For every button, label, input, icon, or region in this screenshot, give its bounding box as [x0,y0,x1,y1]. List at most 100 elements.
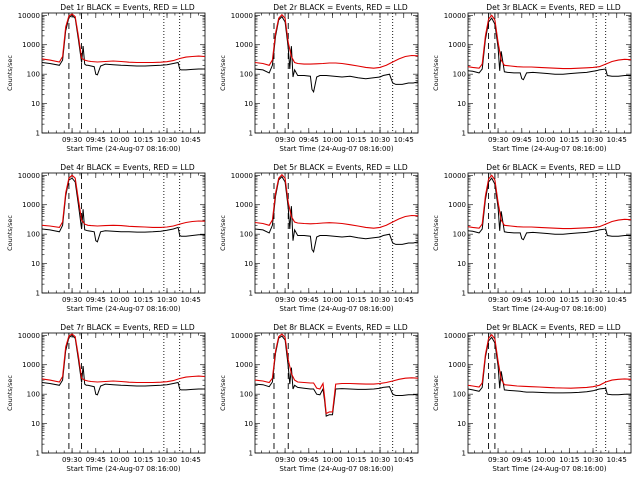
lld-series-line [42,174,205,228]
x-tick-label: 09:45 [512,136,532,144]
x-tick-label: 10:45 [181,296,201,304]
y-tick-label: 10000 [231,172,253,180]
chart-svg: Det 6r BLACK = Events, RED = LLD 1 10 100 10… [432,163,632,313]
x-tick-label: 10:45 [394,136,414,144]
y-tick-label: 1 [462,290,466,298]
chart-svg: Det 8r BLACK = Events, RED = LLD 1 10 100 10… [219,323,419,473]
chart-title: Det 2r BLACK = Events, RED = LLD [273,3,408,12]
y-tick-label: 10 [244,260,253,268]
x-tick-label: 09:45 [299,136,319,144]
plot-frame [41,172,206,294]
plot-frame [41,12,206,134]
x-tick-label: 09:45 [86,296,106,304]
plot-frame [41,332,206,454]
x-axis-label: Start Time (24-Aug-07 08:16:00) [492,145,606,153]
chart-svg: Det 4r BLACK = Events, RED = LLD 1 10 100 10… [6,163,206,313]
y-tick-label: 10 [31,420,40,428]
x-axis-label: Start Time (24-Aug-07 08:16:00) [492,465,606,473]
x-tick-label: 10:45 [607,136,627,144]
y-tick-label: 1000 [235,361,253,369]
y-tick-label: 1 [462,450,466,458]
chart-title: Det 4r BLACK = Events, RED = LLD [60,163,195,172]
y-tick-label: 1000 [448,361,466,369]
x-tick-label: 10:00 [322,136,342,144]
y-tick-label: 1 [462,130,466,138]
x-axis-label: Start Time (24-Aug-07 08:16:00) [279,465,393,473]
y-tick-label: 100 [240,71,253,79]
chart-panel: Det 6r BLACK = Events, RED = LLD 1 10 100 10… [426,160,639,320]
x-axis-label: Start Time (24-Aug-07 08:16:00) [66,145,180,153]
x-tick-label: 10:00 [535,296,555,304]
y-tick-label: 10 [31,260,40,268]
chart-svg: Det 9r BLACK = Events, RED = LLD 1 10 100 10… [432,323,632,473]
x-tick-label: 09:45 [86,136,106,144]
x-tick-label: 10:15 [559,296,579,304]
y-tick-label: 1000 [22,361,40,369]
plot-frame [467,172,632,294]
y-tick-label: 10 [457,100,466,108]
x-tick-label: 10:00 [535,456,555,464]
y-tick-label: 1 [36,450,40,458]
y-tick-label: 10000 [444,332,466,340]
x-axis-label: Start Time (24-Aug-07 08:16:00) [66,305,180,313]
y-tick-label: 1 [36,290,40,298]
y-axis-label: Counts/sec [219,55,227,91]
y-tick-label: 1000 [448,201,466,209]
chart-title: Det 9r BLACK = Events, RED = LLD [486,323,621,332]
y-tick-label: 1000 [22,201,40,209]
x-axis-label: Start Time (24-Aug-07 08:16:00) [492,305,606,313]
chart-svg: Det 1r BLACK = Events, RED = LLD 1 10 100 10… [6,3,206,153]
x-tick-label: 09:45 [299,456,319,464]
y-tick-label: 100 [27,231,40,239]
y-tick-label: 100 [240,231,253,239]
x-tick-label: 10:15 [559,136,579,144]
y-axis-label: Counts/sec [432,55,440,91]
x-tick-label: 09:30 [62,136,82,144]
y-tick-label: 10 [31,100,40,108]
y-tick-label: 100 [453,391,466,399]
x-tick-label: 09:30 [62,296,82,304]
y-tick-label: 10000 [231,332,253,340]
x-tick-label: 10:15 [133,136,153,144]
x-tick-label: 10:00 [109,296,129,304]
x-tick-label: 10:30 [370,136,390,144]
y-axis-label: Counts/sec [6,375,14,411]
events-series-line [42,334,205,396]
chart-title: Det 6r BLACK = Events, RED = LLD [486,163,621,172]
lld-series-line [468,14,631,70]
chart-panel: Det 3r BLACK = Events, RED = LLD 1 10 100 10… [426,0,639,160]
x-tick-label: 10:15 [346,456,366,464]
y-axis-label: Counts/sec [6,215,14,251]
chart-title: Det 7r BLACK = Events, RED = LLD [60,323,195,332]
chart-title: Det 8r BLACK = Events, RED = LLD [273,323,408,332]
x-tick-label: 09:45 [512,296,532,304]
x-tick-label: 10:00 [322,456,342,464]
y-tick-label: 10000 [231,12,253,20]
y-tick-label: 10000 [18,12,40,20]
plot-frame [254,172,419,294]
y-tick-label: 1000 [22,41,40,49]
chart-panel: Det 7r BLACK = Events, RED = LLD 1 10 100 10… [0,320,213,480]
y-tick-label: 10 [457,420,466,428]
x-tick-label: 09:30 [275,136,295,144]
events-series-line [468,177,631,241]
y-axis-label: Counts/sec [6,55,14,91]
x-tick-label: 10:30 [370,456,390,464]
plot-frame [467,12,632,134]
x-tick-label: 10:30 [157,136,177,144]
chart-svg: Det 7r BLACK = Events, RED = LLD 1 10 100 10… [6,323,206,473]
lld-series-line [468,174,631,230]
x-tick-label: 10:00 [535,136,555,144]
x-axis-label: Start Time (24-Aug-07 08:16:00) [66,465,180,473]
y-tick-label: 100 [27,71,40,79]
chart-title: Det 3r BLACK = Events, RED = LLD [486,3,621,12]
x-tick-label: 09:30 [488,456,508,464]
y-axis-label: Counts/sec [219,375,227,411]
lld-series-line [42,13,205,64]
x-tick-label: 09:30 [488,136,508,144]
lld-series-line [42,333,205,384]
y-tick-label: 10000 [444,12,466,20]
x-tick-label: 10:30 [583,296,603,304]
events-series-line [468,17,631,81]
